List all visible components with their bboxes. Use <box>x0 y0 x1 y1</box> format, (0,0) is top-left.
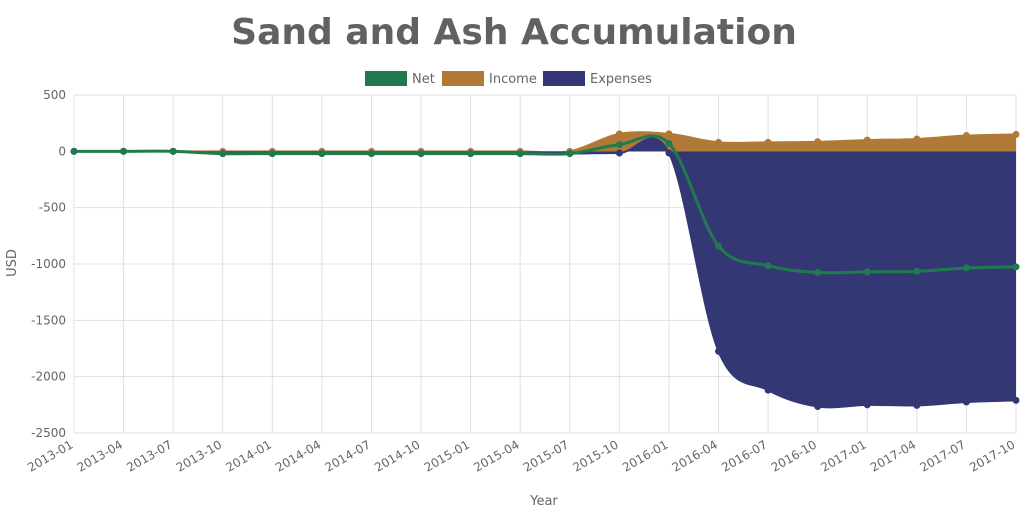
net-point <box>516 150 524 158</box>
y-tick-label: -2000 <box>31 370 66 384</box>
x-tick-label: 2016-01 <box>620 437 670 474</box>
legend-swatch-net <box>365 71 407 86</box>
net-point <box>665 139 673 147</box>
net-point <box>120 147 128 155</box>
expenses-point <box>764 386 772 394</box>
x-tick-label: 2014-10 <box>372 437 422 474</box>
income-point <box>814 138 822 146</box>
legend: Net Income Expenses <box>365 71 652 87</box>
legend-label-income: Income <box>489 72 537 87</box>
y-tick-label: 0 <box>58 144 66 158</box>
y-tick-label: -1500 <box>31 313 66 327</box>
expenses-area <box>74 138 1016 408</box>
x-axis-label: Year <box>529 494 558 509</box>
net-point <box>566 150 574 158</box>
net-point <box>962 264 970 272</box>
x-tick-label: 2017-07 <box>917 437 967 474</box>
x-tick-label: 2015-04 <box>471 437 521 474</box>
x-tick-label: 2016-10 <box>769 437 819 474</box>
net-point <box>1012 263 1020 271</box>
x-tick-label: 2014-04 <box>273 437 323 474</box>
expenses-point <box>863 401 871 409</box>
expenses-point <box>962 398 970 406</box>
net-point <box>219 150 227 158</box>
legend-swatch-expenses <box>543 71 585 86</box>
points <box>70 130 1020 411</box>
net-point <box>169 147 177 155</box>
legend-swatch-income <box>442 71 484 86</box>
x-tick-label: 2013-01 <box>25 437 75 474</box>
x-tick-label: 2014-07 <box>323 437 373 474</box>
expenses-point <box>1012 396 1020 404</box>
net-point <box>863 268 871 276</box>
chart-title: Sand and Ash Accumulation <box>231 12 797 53</box>
y-tick-label: -500 <box>39 201 66 215</box>
legend-label-net: Net <box>412 72 435 87</box>
lines <box>74 134 1017 275</box>
x-tick-label: 2013-04 <box>75 437 125 474</box>
expenses-point <box>615 149 623 157</box>
y-tick-label: 500 <box>43 88 66 102</box>
y-tick-label: -2500 <box>31 426 66 440</box>
net-point <box>615 141 623 149</box>
income-point <box>1012 130 1020 138</box>
net-point <box>764 262 772 270</box>
net-point <box>913 267 921 275</box>
expenses-point <box>715 347 723 355</box>
net-point <box>417 150 425 158</box>
x-tick-label: 2017-10 <box>967 437 1017 474</box>
y-tick-label: -1000 <box>31 257 66 271</box>
net-point <box>715 242 723 250</box>
x-tick-label: 2016-04 <box>670 437 720 474</box>
net-line <box>74 134 1017 275</box>
y-axis-label: USD <box>5 249 20 277</box>
income-point <box>863 136 871 144</box>
income-point <box>764 138 772 146</box>
x-tick-label: 2017-04 <box>868 437 918 474</box>
x-tick-label: 2013-10 <box>174 437 224 474</box>
expenses-point <box>913 401 921 409</box>
income-point <box>615 130 623 138</box>
x-tick-label: 2015-07 <box>521 437 571 474</box>
net-point <box>318 150 326 158</box>
x-tick-label: 2014-01 <box>223 437 273 474</box>
x-tick-label: 2016-07 <box>719 437 769 474</box>
net-point <box>367 150 375 158</box>
x-tick-label: 2015-10 <box>570 437 620 474</box>
expenses-point <box>665 149 673 157</box>
net-point <box>268 150 276 158</box>
x-tick-label: 2015-01 <box>422 437 472 474</box>
net-point <box>814 268 822 276</box>
income-point <box>913 135 921 143</box>
expenses-point <box>814 403 822 411</box>
areas <box>74 131 1017 409</box>
income-point <box>715 138 723 146</box>
legend-label-expenses: Expenses <box>590 72 652 87</box>
income-point <box>665 130 673 138</box>
x-tick-label: 2017-01 <box>818 437 868 474</box>
income-point <box>962 132 970 140</box>
net-point <box>70 147 78 155</box>
income-area <box>74 132 1016 153</box>
x-tick-label: 2013-07 <box>124 437 174 474</box>
net-point <box>467 150 475 158</box>
x-axis-ticks: 2013-01 2013-04 2013-07 2013-10 2014-01 2014-… <box>25 437 1017 474</box>
y-axis-ticks: 500 0 -500 -1000 -1500 -2000 -2500 <box>31 88 66 440</box>
